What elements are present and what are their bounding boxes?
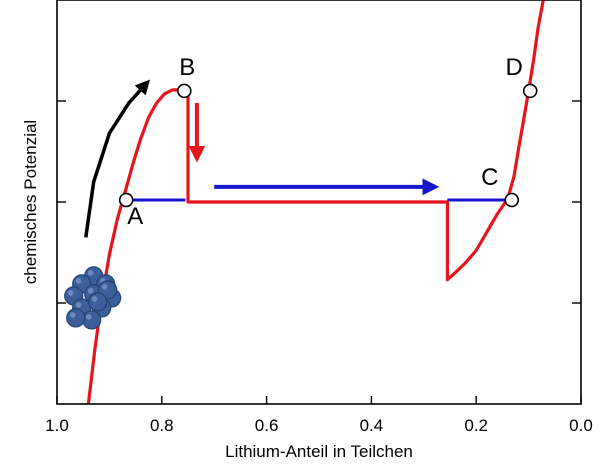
particle-highlight [87, 288, 94, 294]
particle-highlight [101, 284, 108, 290]
x-axis-title: Lithium-Anteil in Teilchen [225, 442, 413, 461]
point-marker-d [522, 83, 538, 99]
particle-highlight [75, 278, 82, 284]
y-axis-title: chemisches Potenzial [21, 120, 40, 284]
particle [66, 308, 86, 328]
x-tick-label: 0.6 [255, 416, 279, 435]
point-marker-a [118, 192, 134, 208]
particle-highlight [87, 270, 94, 276]
particle [88, 292, 108, 312]
particle-highlight [67, 290, 74, 296]
x-tick-label: 0.8 [150, 416, 174, 435]
potential-curve-1 [186, 0, 545, 282]
point-marker-b [177, 83, 192, 99]
axes: 1.0 0.8 0.6 0.4 0.2 0.0 [45, 0, 593, 435]
point-label-a: A [127, 203, 143, 230]
lithium-particle-cluster-icon [64, 266, 122, 330]
point-label-b: B [179, 54, 195, 81]
potential-curve-0 [86, 88, 189, 405]
point-marker-c [504, 192, 520, 208]
particle-highlight [75, 302, 82, 308]
particle-highlight [91, 296, 98, 302]
x-tick-label: 0.2 [464, 416, 488, 435]
particle-highlight [69, 312, 76, 318]
black-arrow [84, 79, 151, 238]
x-tick-label: 0.0 [569, 416, 593, 435]
plot-area: A B C D [64, 0, 545, 405]
point-label-c: C [481, 164, 498, 191]
x-tick-label: 0.4 [360, 416, 384, 435]
x-tick-label: 1.0 [45, 416, 69, 435]
point-label-d: D [506, 54, 523, 81]
particle-highlight [85, 314, 92, 320]
particle [82, 310, 102, 330]
